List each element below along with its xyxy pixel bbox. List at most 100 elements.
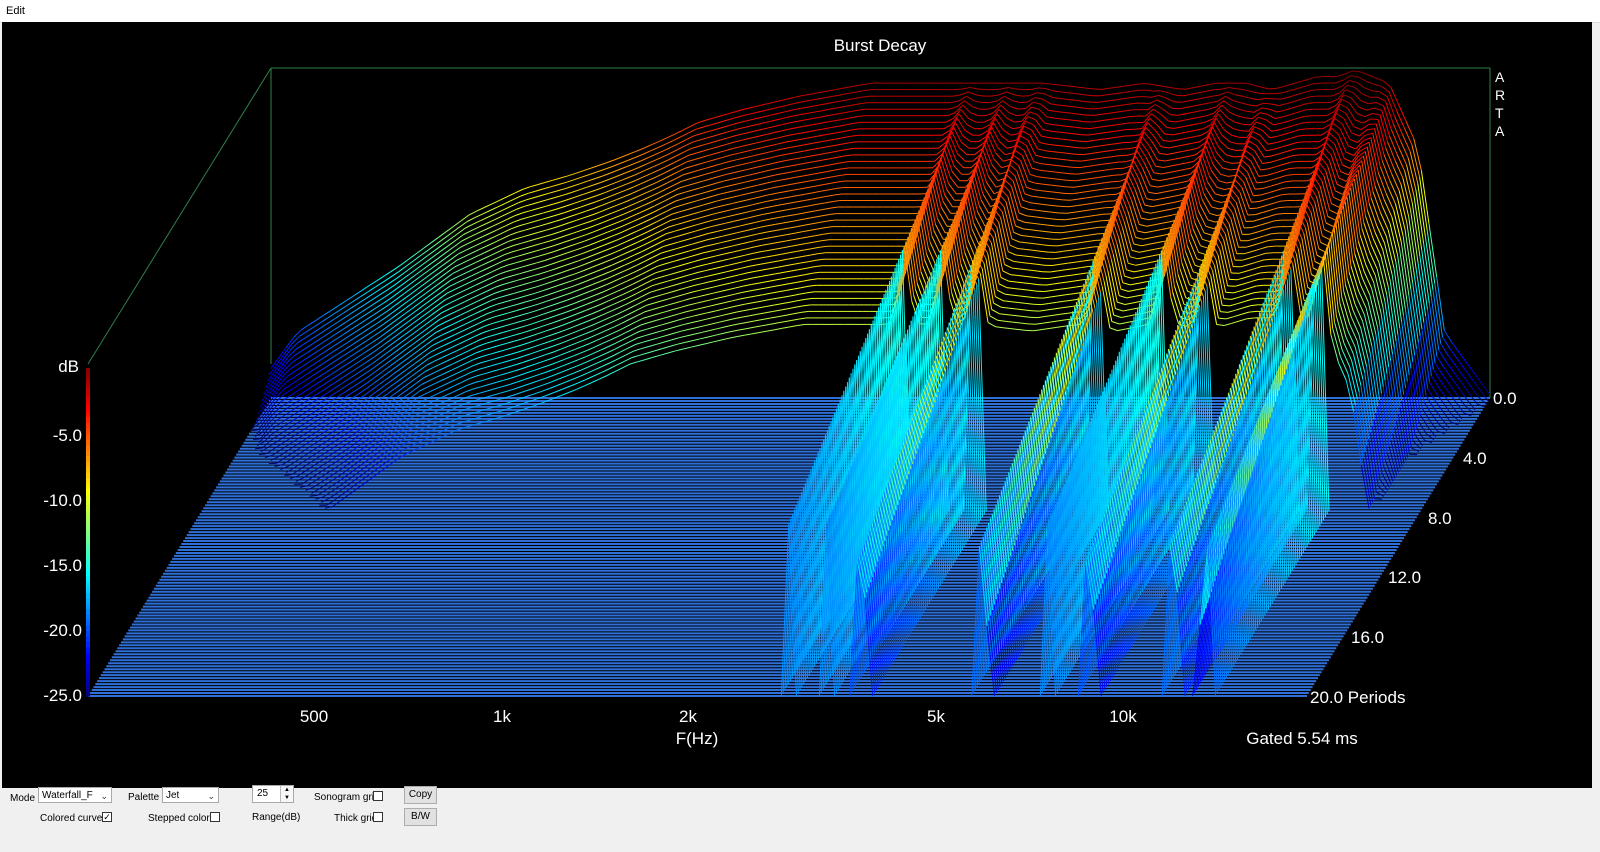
decay-curve-segment — [1151, 141, 1160, 154]
decay-curve-segment — [1367, 74, 1376, 79]
decay-curve-segment — [489, 303, 498, 308]
decay-curve-segment — [1212, 164, 1221, 175]
decay-curve-segment — [271, 407, 280, 416]
decay-curve-segment — [1221, 87, 1230, 90]
decay-curve-segment — [1055, 84, 1064, 86]
decay-curve-segment — [604, 212, 613, 217]
decay-curve-segment — [1087, 214, 1096, 217]
decay-curve-segment — [299, 351, 308, 358]
decay-curve-segment — [1151, 113, 1160, 121]
decay-curve-segment — [356, 325, 366, 332]
decay-curve-segment — [1105, 99, 1114, 102]
decay-curve-segment — [771, 106, 780, 110]
decay-curve-segment — [250, 429, 259, 432]
decay-curve-segment — [277, 430, 286, 437]
decay-curve-segment — [769, 217, 778, 220]
decay-curve-segment — [577, 287, 586, 291]
decay-curve-segment — [1018, 212, 1027, 217]
decay-curve-segment — [594, 274, 603, 279]
decay-curve-segment — [517, 229, 525, 233]
decay-curve-segment — [624, 238, 633, 243]
decay-curve-segment — [587, 178, 596, 182]
decay-curve-segment — [401, 320, 410, 328]
decay-curve-segment — [1402, 177, 1411, 210]
decay-curve-segment — [1383, 105, 1392, 130]
decay-curve-segment — [386, 372, 395, 380]
decay-curve-segment — [353, 380, 363, 387]
decay-curve-segment — [1248, 104, 1256, 107]
decay-curve-segment — [1408, 374, 1418, 429]
decay-curve-segment — [339, 341, 349, 348]
decay-curve-segment — [614, 202, 623, 207]
decay-curve-segment — [1331, 92, 1340, 97]
decay-curve-segment — [346, 294, 356, 301]
menu-edit[interactable]: Edit — [6, 5, 25, 17]
decay-curve-segment — [475, 303, 484, 309]
decay-curve-segment — [1399, 407, 1409, 458]
decay-curve-segment — [614, 248, 623, 253]
decay-curve-segment — [423, 262, 432, 270]
decay-curve-segment — [602, 195, 611, 200]
decay-curve-segment — [602, 172, 611, 177]
decay-curve-segment — [1128, 96, 1136, 99]
decay-curve-segment — [829, 132, 838, 135]
decay-curve-segment — [766, 150, 775, 154]
decay-curve-segment — [462, 326, 471, 332]
decay-curve-segment — [1147, 122, 1156, 131]
decay-curve-segment — [514, 212, 523, 217]
decay-curve-segment — [1054, 144, 1063, 147]
decay-curve-segment — [1047, 197, 1056, 200]
decay-curve-segment — [521, 312, 530, 316]
decay-curve-segment — [422, 330, 431, 338]
decay-curve-segment — [292, 356, 301, 363]
decay-curve-segment — [1053, 90, 1062, 93]
decay-curve-segment — [1416, 348, 1425, 403]
decay-curve-segment — [836, 106, 845, 109]
decay-curve-segment — [458, 272, 467, 277]
decay-curve-segment — [1046, 143, 1055, 146]
decay-curve-segment — [1284, 107, 1293, 111]
decay-curve-segment — [494, 284, 503, 288]
decay-curve-segment — [1212, 126, 1221, 142]
decay-curve-segment — [816, 153, 825, 156]
decay-curve-segment — [260, 446, 269, 453]
decay-curve-segment — [1095, 213, 1103, 216]
decay-curve-segment — [1357, 169, 1367, 217]
decay-curve-segment — [1380, 212, 1389, 231]
decay-curve-segment — [1360, 71, 1369, 76]
decay-curve-segment — [738, 151, 746, 154]
decay-curve-segment — [1049, 218, 1058, 220]
decay-curve-segment — [1282, 137, 1291, 142]
decay-curve-segment — [1406, 301, 1416, 356]
decay-curve-segment — [389, 298, 398, 305]
decay-curve-segment — [1319, 155, 1328, 166]
decay-curve-segment — [1096, 182, 1105, 185]
decay-curve-segment — [1093, 195, 1101, 198]
decay-curve-segment — [675, 222, 684, 226]
decay-curve-segment — [579, 180, 588, 185]
decay-curve-segment — [1003, 158, 1012, 162]
decay-curve-segment — [1279, 174, 1288, 178]
decay-curve-segment — [1185, 136, 1194, 139]
decay-curve-segment — [1385, 236, 1395, 269]
decay-curve-segment — [1419, 335, 1429, 390]
decay-curve-segment — [309, 361, 318, 368]
decay-curve-segment — [1166, 127, 1175, 129]
decay-curve-segment — [612, 186, 621, 191]
decay-curve-segment — [360, 333, 370, 340]
decay-curve-segment — [943, 123, 952, 130]
decay-curve-segment — [324, 351, 333, 358]
decay-curve-segment — [315, 363, 324, 370]
decay-curve-segment — [545, 179, 554, 183]
decay-curve-segment — [581, 174, 590, 178]
decay-curve-segment — [509, 208, 518, 214]
decay-curve-segment — [436, 237, 445, 245]
decay-curve-segment — [1246, 145, 1255, 152]
decay-curve-segment — [810, 172, 819, 175]
decay-curve-segment — [532, 249, 541, 253]
decay-curve-segment — [1132, 159, 1142, 174]
decay-curve-segment — [313, 390, 322, 397]
decay-curve-segment — [1014, 149, 1023, 157]
decay-curve-segment — [258, 419, 267, 430]
decay-curve-segment — [544, 281, 553, 285]
